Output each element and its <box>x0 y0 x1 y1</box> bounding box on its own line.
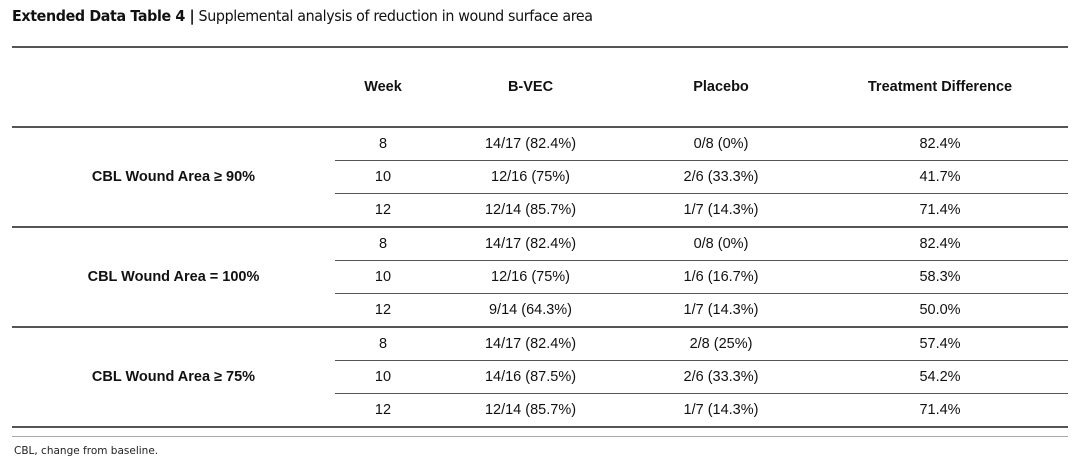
placebo-cell: 0/8 (0%) <box>630 227 812 261</box>
table-caption: Supplemental analysis of reduction in wo… <box>198 7 593 25</box>
table-number: Extended Data Table 4 | <box>12 7 195 25</box>
table-title: Extended Data Table 4 | Supplemental ana… <box>12 7 593 25</box>
week-cell: 8 <box>335 227 431 261</box>
treatment-difference-cell: 71.4% <box>812 393 1068 428</box>
group-label: CBL Wound Area ≥ 75% <box>12 327 335 428</box>
treatment-difference-cell: 82.4% <box>812 227 1068 261</box>
bvec-cell: 14/17 (82.4%) <box>431 227 630 261</box>
bvec-cell: 14/16 (87.5%) <box>431 360 630 394</box>
header-blank <box>12 46 335 128</box>
treatment-difference-cell: 57.4% <box>812 327 1068 361</box>
table-row: 10 12/16 (75%) 1/6 (16.7%) 58.3% <box>12 260 1068 294</box>
table-body: CBL Wound Area ≥ 90% 8 14/17 (82.4%) 0/8 (0… <box>12 127 1068 428</box>
week-cell: 8 <box>335 327 431 361</box>
week-cell: 8 <box>335 127 431 161</box>
header-treatment-difference: Treatment Difference <box>812 46 1068 128</box>
placebo-cell: 2/6 (33.3%) <box>630 360 812 394</box>
treatment-difference-cell: 41.7% <box>812 160 1068 194</box>
results-table: Week B-VEC Placebo Treatment Difference … <box>12 46 1068 428</box>
placebo-cell: 2/8 (25%) <box>630 327 812 361</box>
table-row: 10 14/16 (87.5%) 2/6 (33.3%) 54.2% <box>12 360 1068 394</box>
treatment-difference-cell: 82.4% <box>812 127 1068 161</box>
treatment-difference-cell: 58.3% <box>812 260 1068 294</box>
table-row: 10 12/16 (75%) 2/6 (33.3%) 41.7% <box>12 160 1068 194</box>
header-week: Week <box>335 46 431 128</box>
bvec-cell: 12/16 (75%) <box>431 260 630 294</box>
bvec-cell: 9/14 (64.3%) <box>431 293 630 328</box>
footnote: CBL, change from baseline. <box>14 445 159 457</box>
group-label: CBL Wound Area = 100% <box>12 227 335 328</box>
week-cell: 12 <box>335 393 431 428</box>
placebo-cell: 1/6 (16.7%) <box>630 260 812 294</box>
table-row: 12 12/14 (85.7%) 1/7 (14.3%) 71.4% <box>12 193 1068 228</box>
header-placebo: Placebo <box>630 46 812 128</box>
header-row: Week B-VEC Placebo Treatment Difference <box>12 46 1068 128</box>
treatment-difference-cell: 71.4% <box>812 193 1068 228</box>
footer-divider <box>12 436 1068 437</box>
table-row: CBL Wound Area ≥ 90% 8 14/17 (82.4%) 0/8 (0… <box>12 127 1068 228</box>
table-row: CBL Wound Area ≥ 75% 8 14/17 (82.4%) 2/8 (2… <box>12 327 1068 428</box>
placebo-cell: 1/7 (14.3%) <box>630 293 812 328</box>
week-cell: 10 <box>335 360 431 394</box>
week-cell: 12 <box>335 293 431 328</box>
bvec-cell: 12/16 (75%) <box>431 160 630 194</box>
bvec-cell: 14/17 (82.4%) <box>431 127 630 161</box>
week-cell: 10 <box>335 260 431 294</box>
bvec-cell: 12/14 (85.7%) <box>431 193 630 228</box>
group-label: CBL Wound Area ≥ 90% <box>12 127 335 228</box>
table-row: CBL Wound Area = 100% 8 14/17 (82.4%) 0/8 (… <box>12 227 1068 328</box>
table-row: 12 12/14 (85.7%) 1/7 (14.3%) 71.4% <box>12 393 1068 428</box>
treatment-difference-cell: 54.2% <box>812 360 1068 394</box>
bvec-cell: 14/17 (82.4%) <box>431 327 630 361</box>
treatment-difference-cell: 50.0% <box>812 293 1068 328</box>
placebo-cell: 0/8 (0%) <box>630 127 812 161</box>
placebo-cell: 1/7 (14.3%) <box>630 193 812 228</box>
week-cell: 12 <box>335 193 431 228</box>
bvec-cell: 12/14 (85.7%) <box>431 393 630 428</box>
header-bvec: B-VEC <box>431 46 630 128</box>
placebo-cell: 1/7 (14.3%) <box>630 393 812 428</box>
placebo-cell: 2/6 (33.3%) <box>630 160 812 194</box>
table-row: 12 9/14 (64.3%) 1/7 (14.3%) 50.0% <box>12 293 1068 328</box>
week-cell: 10 <box>335 160 431 194</box>
